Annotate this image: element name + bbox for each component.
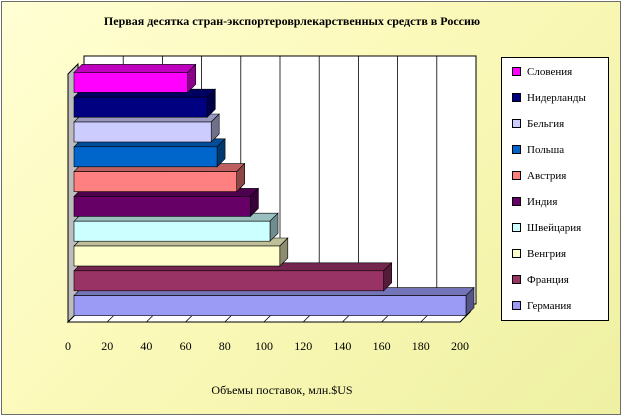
x-tick-label: 200 [451,339,469,353]
legend-label: Франция [527,274,569,286]
x-tick-label: 80 [219,339,231,353]
legend-label: Польша [527,144,565,156]
legend-item: Франция [512,273,569,287]
bar-top [73,64,197,73]
legend: Словения Нидерланды Бельгия Польша Австрия Ин… [501,57,609,321]
legend-label: Швейцария [527,222,582,234]
x-tick-label: 0 [65,339,71,353]
legend-label: Австрия [527,170,567,182]
bar-10 [73,63,197,94]
legend-label: Венгрия [527,248,567,260]
bar-front [73,72,188,93]
legend-swatch [512,144,521,154]
bar-front [73,270,384,292]
x-tick-label: 100 [255,339,273,353]
legend-swatch [512,222,521,232]
x-tick-label: 60 [180,339,192,353]
bar-front [73,196,251,217]
legend-item: Словения [512,65,572,79]
bar-4 [73,212,279,242]
x-axis-label: Объемы поставок, млн.$US [211,383,353,397]
bar-3 [73,237,289,267]
x-tick-label: 140 [333,339,351,353]
legend-label: Бельгия [527,118,565,130]
legend-label: Индия [527,196,558,208]
legend-item: Швейцария [512,221,581,235]
legend-swatch [512,196,521,206]
legend-item: Польша [512,143,564,157]
x-tick-label: 180 [412,339,430,353]
bar-2 [73,262,393,292]
bar-1 [73,286,475,317]
chart-title: Первая десятка стран-экспортероврлекарст… [103,14,481,28]
bar-7 [73,138,226,168]
legend-label: Нидерланды [527,92,586,104]
x-tick-label: 160 [373,339,391,353]
legend-item: Венгрия [512,247,566,261]
bar-front [73,96,208,118]
legend-swatch [512,66,521,76]
legend-item: Австрия [512,169,566,183]
legend-label: Германия [527,300,572,312]
legend-swatch [512,248,521,258]
bar-front [73,146,218,168]
bar-front [73,121,212,143]
legend-item: Нидерланды [512,91,586,105]
bar-5 [73,187,260,218]
legend-label: Словения [527,66,573,78]
bar-front [73,171,237,192]
x-tick-label: 40 [140,339,152,353]
legend-swatch [512,274,521,284]
legend-item: Индия [512,195,557,209]
bar-front [73,295,467,316]
legend-swatch [512,92,521,102]
x-tick-label: 120 [294,339,312,353]
legend-item: Бельгия [512,117,564,131]
bar-front [73,245,281,267]
legend-swatch [512,118,521,128]
bar-front [73,220,271,242]
x-tick-label: 20 [101,339,113,353]
legend-swatch [512,170,521,180]
bar-8 [73,113,220,143]
legend-item: Германия [512,299,571,313]
legend-swatch [512,300,521,310]
bar-6 [73,162,246,193]
bar-9 [73,88,217,118]
